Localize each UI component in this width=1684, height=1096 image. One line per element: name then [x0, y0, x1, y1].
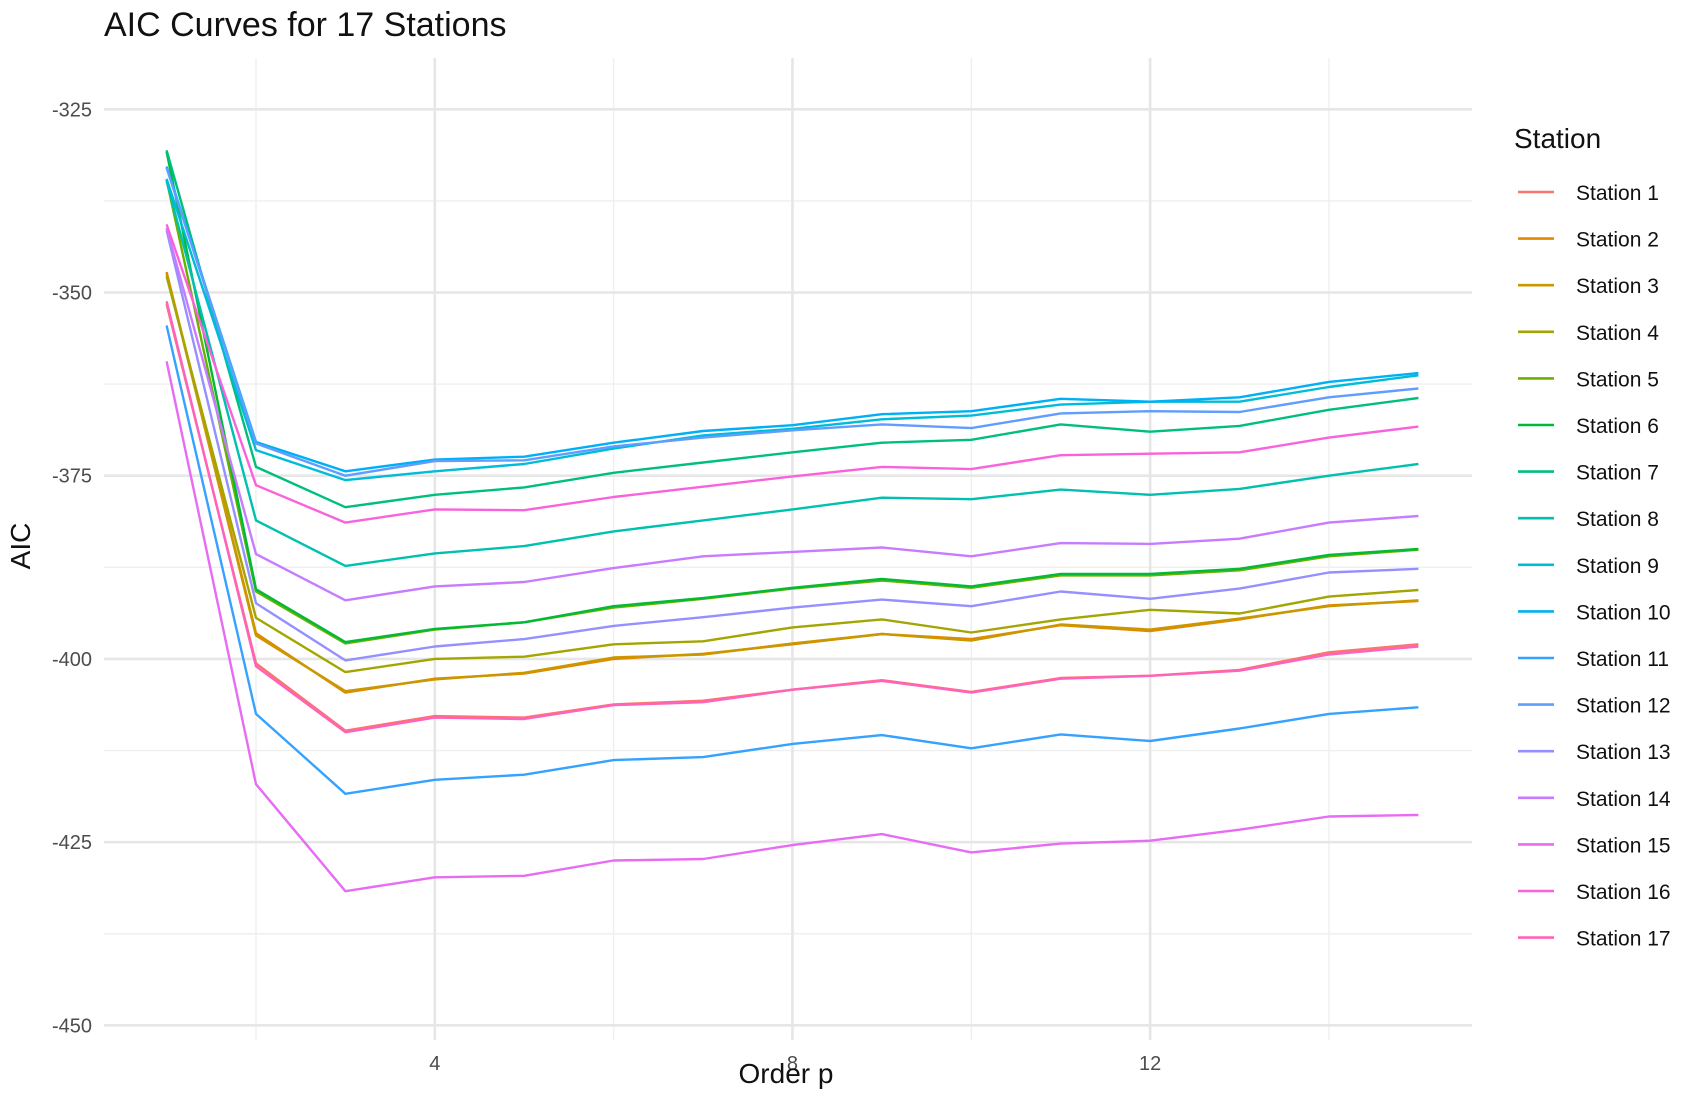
- legend-item-station-16: Station 16: [1518, 881, 1671, 904]
- legend-item-station-11: Station 11: [1518, 648, 1669, 671]
- legend-label: Station 16: [1576, 881, 1671, 904]
- y-tick-label: -325: [52, 99, 92, 121]
- series-line-station-13: [165, 229, 1419, 662]
- legend-item-station-1: Station 1: [1518, 182, 1659, 205]
- legend-item-station-5: Station 5: [1518, 368, 1659, 391]
- legend-item-station-9: Station 9: [1518, 555, 1659, 578]
- legend-label: Station 13: [1576, 741, 1671, 764]
- y-tick-label: -400: [52, 649, 92, 671]
- legend-label: Station 6: [1576, 415, 1659, 438]
- series-line-station-14: [165, 227, 1419, 602]
- legend-item-station-12: Station 12: [1518, 695, 1671, 718]
- series-line-station-4: [165, 276, 1419, 674]
- series-line-station-11: [165, 325, 1419, 795]
- series-line-station-9: [165, 178, 1419, 482]
- legend-item-station-15: Station 15: [1518, 834, 1671, 857]
- chart-title: AIC Curves for 17 Stations: [104, 6, 507, 44]
- x-tick-label: 12: [1139, 1053, 1161, 1075]
- series-line-station-8: [165, 180, 1419, 568]
- series-lines: [165, 149, 1419, 893]
- y-tick-label: -425: [52, 832, 92, 854]
- legend-item-station-17: Station 17: [1518, 928, 1671, 951]
- legend-items: Station 1 Station 2 Station 3 Station 4 Stat…: [1518, 182, 1671, 951]
- series-line-station-16: [165, 224, 1419, 524]
- legend-item-station-2: Station 2: [1518, 229, 1659, 252]
- legend-item-station-10: Station 10: [1518, 601, 1671, 624]
- legend-item-station-6: Station 6: [1518, 415, 1659, 438]
- series-line-station-15: [165, 361, 1419, 893]
- y-tick-label: -375: [52, 466, 92, 488]
- legend-item-station-4: Station 4: [1518, 322, 1659, 345]
- legend-label: Station 5: [1576, 368, 1659, 391]
- series-line-station-3: [165, 273, 1419, 693]
- x-tick-label: 8: [787, 1053, 798, 1075]
- x-axis-title: Order p: [739, 1058, 834, 1089]
- legend-label: Station 17: [1576, 928, 1671, 951]
- x-axis-ticks: 4 8 12: [429, 1053, 1161, 1075]
- series-line-station-7: [165, 149, 1419, 509]
- legend-item-station-14: Station 14: [1518, 788, 1671, 811]
- y-tick-label: -350: [52, 283, 92, 305]
- y-tick-label: -450: [52, 1015, 92, 1037]
- y-axis-ticks: -325 -350 -375 -400 -425 -450: [52, 99, 92, 1037]
- legend-label: Station 2: [1576, 229, 1659, 252]
- legend-item-station-3: Station 3: [1518, 275, 1659, 298]
- legend-label: Station 4: [1576, 322, 1659, 345]
- legend-item-station-7: Station 7: [1518, 462, 1659, 485]
- legend-label: Station 11: [1576, 648, 1669, 671]
- minor-grid: [104, 58, 1472, 1040]
- x-tick-label: 4: [429, 1053, 440, 1075]
- legend-label: Station 12: [1576, 695, 1671, 718]
- legend-label: Station 10: [1576, 601, 1671, 624]
- legend-label: Station 8: [1576, 508, 1659, 531]
- series-line-station-6: [165, 151, 1419, 644]
- series-line-station-12: [165, 167, 1419, 477]
- y-axis-title: AIC: [5, 523, 36, 570]
- legend-label: Station 15: [1576, 834, 1671, 857]
- major-grid: [104, 58, 1472, 1040]
- legend-title: Station: [1514, 123, 1601, 154]
- legend-item-station-13: Station 13: [1518, 741, 1671, 764]
- legend-label: Station 9: [1576, 555, 1659, 578]
- series-line-station-10: [165, 166, 1419, 473]
- legend-label: Station 1: [1576, 182, 1659, 205]
- legend-item-station-8: Station 8: [1518, 508, 1659, 531]
- legend-label: Station 3: [1576, 275, 1659, 298]
- series-line-station-17: [165, 301, 1419, 734]
- legend-label: Station 14: [1576, 788, 1671, 811]
- legend-label: Station 7: [1576, 462, 1659, 485]
